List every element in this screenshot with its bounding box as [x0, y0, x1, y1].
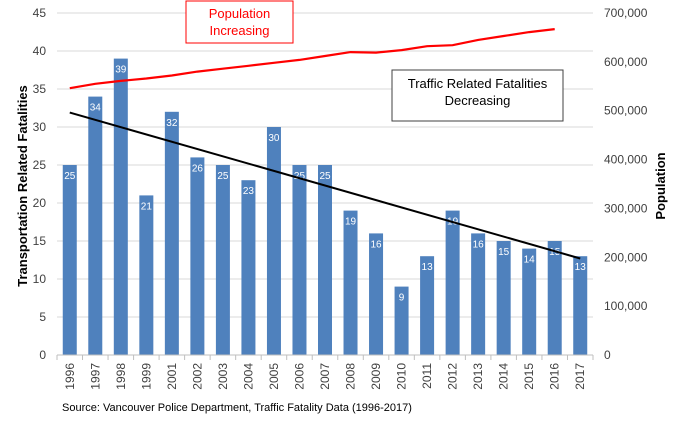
bar-2005: [266, 127, 281, 355]
bar-value-label: 15: [498, 247, 510, 258]
bar-2009: [369, 233, 384, 355]
bar-2011: [420, 256, 435, 355]
right-tick-label: 700,000: [604, 6, 648, 20]
x-tick-label: 2015: [522, 363, 536, 390]
right-tick-label: 400,000: [604, 153, 648, 167]
left-tick-label: 20: [33, 196, 47, 210]
svg-text:Traffic Related Fatalities: Traffic Related Fatalities: [408, 76, 548, 91]
x-tick-label: 2002: [190, 363, 204, 390]
bar-2001: [164, 111, 179, 355]
svg-text:Population: Population: [209, 6, 270, 21]
right-tick-label: 600,000: [604, 55, 648, 69]
bar-value-label: 39: [115, 65, 127, 76]
x-tick-label: 2006: [292, 363, 306, 390]
bar-value-label: 25: [64, 171, 76, 182]
source-note: Source: Vancouver Police Department, Tra…: [62, 402, 412, 414]
population-line: [69, 28, 555, 90]
x-tick-label: 2009: [369, 363, 383, 390]
x-tick-label: 2017: [573, 363, 587, 390]
bar-value-label: 13: [575, 262, 587, 273]
bar-value-label: 13: [422, 262, 434, 273]
right-axis-ticks: 0 100,000 200,000 300,000 400,000 500,000 600,…: [604, 6, 648, 362]
bar-1997: [88, 96, 103, 355]
bar-2015: [522, 248, 537, 355]
x-tick-label: 1996: [63, 363, 77, 390]
bar-2002: [190, 157, 205, 355]
bar-2016: [547, 241, 562, 355]
left-tick-label: 30: [33, 120, 47, 134]
bar-2010: [394, 286, 409, 355]
left-tick-label: 10: [33, 272, 47, 286]
bar-value-label: 25: [319, 171, 331, 182]
left-tick-label: 40: [33, 44, 47, 58]
bar-1996: [62, 165, 77, 355]
bar-value-label: 19: [345, 217, 357, 228]
population-annotation: Population Increasing: [185, 0, 294, 44]
bar-2003: [215, 165, 230, 355]
bar-value-label: 14: [524, 255, 536, 266]
bar-value-label: 15: [549, 247, 561, 258]
x-tick-label: 2003: [216, 363, 230, 390]
x-tick-label: 2001: [165, 363, 179, 390]
x-tick-label: 2007: [318, 363, 332, 390]
bar-2004: [241, 180, 256, 355]
bar-value-label: 16: [473, 239, 485, 250]
bar-2006: [292, 165, 307, 355]
bar-2014: [496, 241, 511, 355]
left-axis-ticks: 0 5 10 15 20 25 30 35 40 45: [33, 6, 47, 362]
x-tick-label: 2010: [395, 363, 409, 390]
left-tick-label: 35: [33, 82, 47, 96]
bar-value-label: 34: [90, 103, 102, 114]
fatalities-annotation: Traffic Related Fatalities Decreasing: [391, 69, 564, 122]
left-tick-label: 25: [33, 158, 47, 172]
svg-text:Decreasing: Decreasing: [445, 93, 511, 108]
bar-value-label: 9: [399, 293, 405, 304]
right-tick-label: 500,000: [604, 104, 648, 118]
bar-value-label: 16: [370, 239, 382, 250]
bar-value-label: 30: [268, 133, 280, 144]
bar-value-label: 25: [294, 171, 306, 182]
x-tick-label: 2014: [497, 363, 511, 390]
bar-value-label: 25: [217, 171, 229, 182]
fatality-trend-line: [69, 111, 581, 260]
x-tick-label: 2011: [420, 363, 434, 389]
x-tick-label: 1999: [139, 363, 153, 390]
bar-value-label: 21: [141, 201, 153, 212]
left-axis-title: Transportation Related Fatalities: [15, 85, 30, 287]
bar-2008: [343, 210, 358, 355]
bar-value-label: 23: [243, 186, 255, 197]
x-tick-label: 2012: [446, 363, 460, 390]
left-tick-label: 5: [39, 310, 46, 324]
right-tick-label: 200,000: [604, 250, 648, 264]
x-tick-label: 2008: [344, 363, 358, 390]
bar-value-label: 32: [166, 118, 178, 129]
x-tick-label: 1997: [88, 363, 102, 390]
right-tick-label: 100,000: [604, 299, 648, 313]
left-tick-label: 0: [39, 348, 46, 362]
left-tick-label: 45: [33, 6, 47, 20]
svg-text:Increasing: Increasing: [210, 23, 270, 38]
bar-value-label: 26: [192, 163, 204, 174]
bar-1998: [113, 58, 128, 355]
right-tick-label: 0: [604, 348, 611, 362]
x-tick-label: 2016: [548, 363, 562, 390]
bar-1999: [139, 195, 154, 355]
x-tick-label: 2005: [267, 363, 281, 390]
bar-2013: [471, 233, 486, 355]
x-axis: 1996 1997 1998 1999 2001 2002 2003 2004 2005 2006…: [56, 354, 594, 390]
bar-2012: [445, 210, 460, 355]
x-tick-label: 1998: [114, 363, 128, 390]
right-tick-label: 300,000: [604, 201, 648, 215]
x-tick-label: 2013: [471, 363, 485, 390]
x-tick-label: 2004: [241, 363, 255, 390]
fatality-bars: 2534392132262523302525191691319161514151…: [62, 58, 588, 355]
left-tick-label: 15: [33, 234, 47, 248]
right-axis-title: Population: [653, 152, 668, 219]
bar-2017: [573, 256, 588, 355]
bar-2007: [318, 165, 332, 355]
